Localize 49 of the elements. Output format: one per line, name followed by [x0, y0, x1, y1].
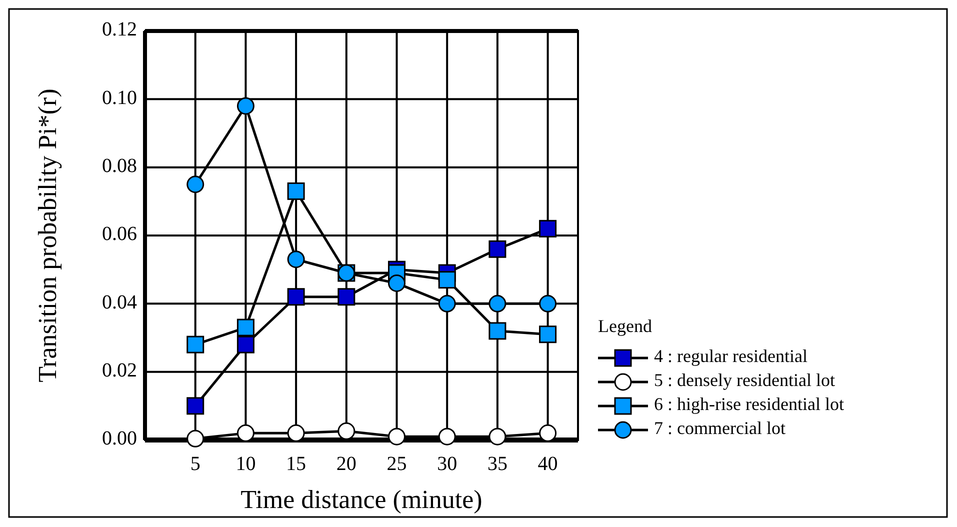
- y-tick-label: 0.02: [102, 359, 137, 382]
- x-tick-label: 35: [487, 453, 508, 475]
- legend-title: Legend: [598, 316, 652, 336]
- point: [186, 336, 204, 354]
- legend-label: 7 : commercial lot: [654, 418, 786, 438]
- y-tick-label: 0.04: [102, 291, 137, 314]
- point: [338, 288, 356, 306]
- point: [539, 424, 557, 442]
- point: [539, 294, 557, 312]
- y-axis-title: Transition probability Pi*(r): [33, 88, 62, 382]
- y-tick-label: 0.00: [102, 428, 137, 450]
- point: [236, 336, 254, 354]
- point: [236, 424, 254, 442]
- x-tick-label: 20: [336, 453, 356, 475]
- x-tick-label: 15: [286, 453, 306, 475]
- point: [438, 428, 456, 446]
- point: [287, 182, 305, 200]
- x-tick-label: 40: [538, 453, 558, 475]
- point: [186, 430, 204, 448]
- point: [338, 422, 356, 440]
- legend-label: 4 : regular residential: [654, 346, 808, 366]
- x-tick-label: 30: [437, 453, 458, 475]
- point: [186, 176, 204, 194]
- point: [438, 294, 456, 312]
- y-tick-label: 0.08: [102, 154, 137, 177]
- legend-label: 6 : high-rise residential lot: [654, 394, 844, 414]
- legend-label: 5 : densely residential lot: [654, 370, 835, 390]
- x-tick-label: 25: [386, 453, 407, 475]
- x-axis-title: Time distance (minute): [240, 485, 482, 514]
- point: [388, 274, 406, 292]
- point: [186, 397, 204, 415]
- y-tick-label: 0.06: [102, 223, 137, 246]
- x-tick-label: 5: [190, 453, 200, 475]
- point: [236, 97, 254, 115]
- point: [488, 240, 506, 258]
- point: [388, 428, 406, 446]
- point: [287, 424, 305, 442]
- y-tick-label: 0.12: [102, 18, 137, 41]
- point: [488, 294, 506, 312]
- point: [488, 322, 506, 340]
- y-tick-label: 0.10: [102, 86, 137, 109]
- point: [539, 326, 557, 344]
- point: [488, 428, 506, 446]
- point: [287, 288, 305, 306]
- point: [438, 271, 456, 289]
- point: [236, 318, 254, 336]
- point: [287, 250, 305, 268]
- x-tick-label: 10: [236, 453, 256, 475]
- point: [539, 220, 557, 238]
